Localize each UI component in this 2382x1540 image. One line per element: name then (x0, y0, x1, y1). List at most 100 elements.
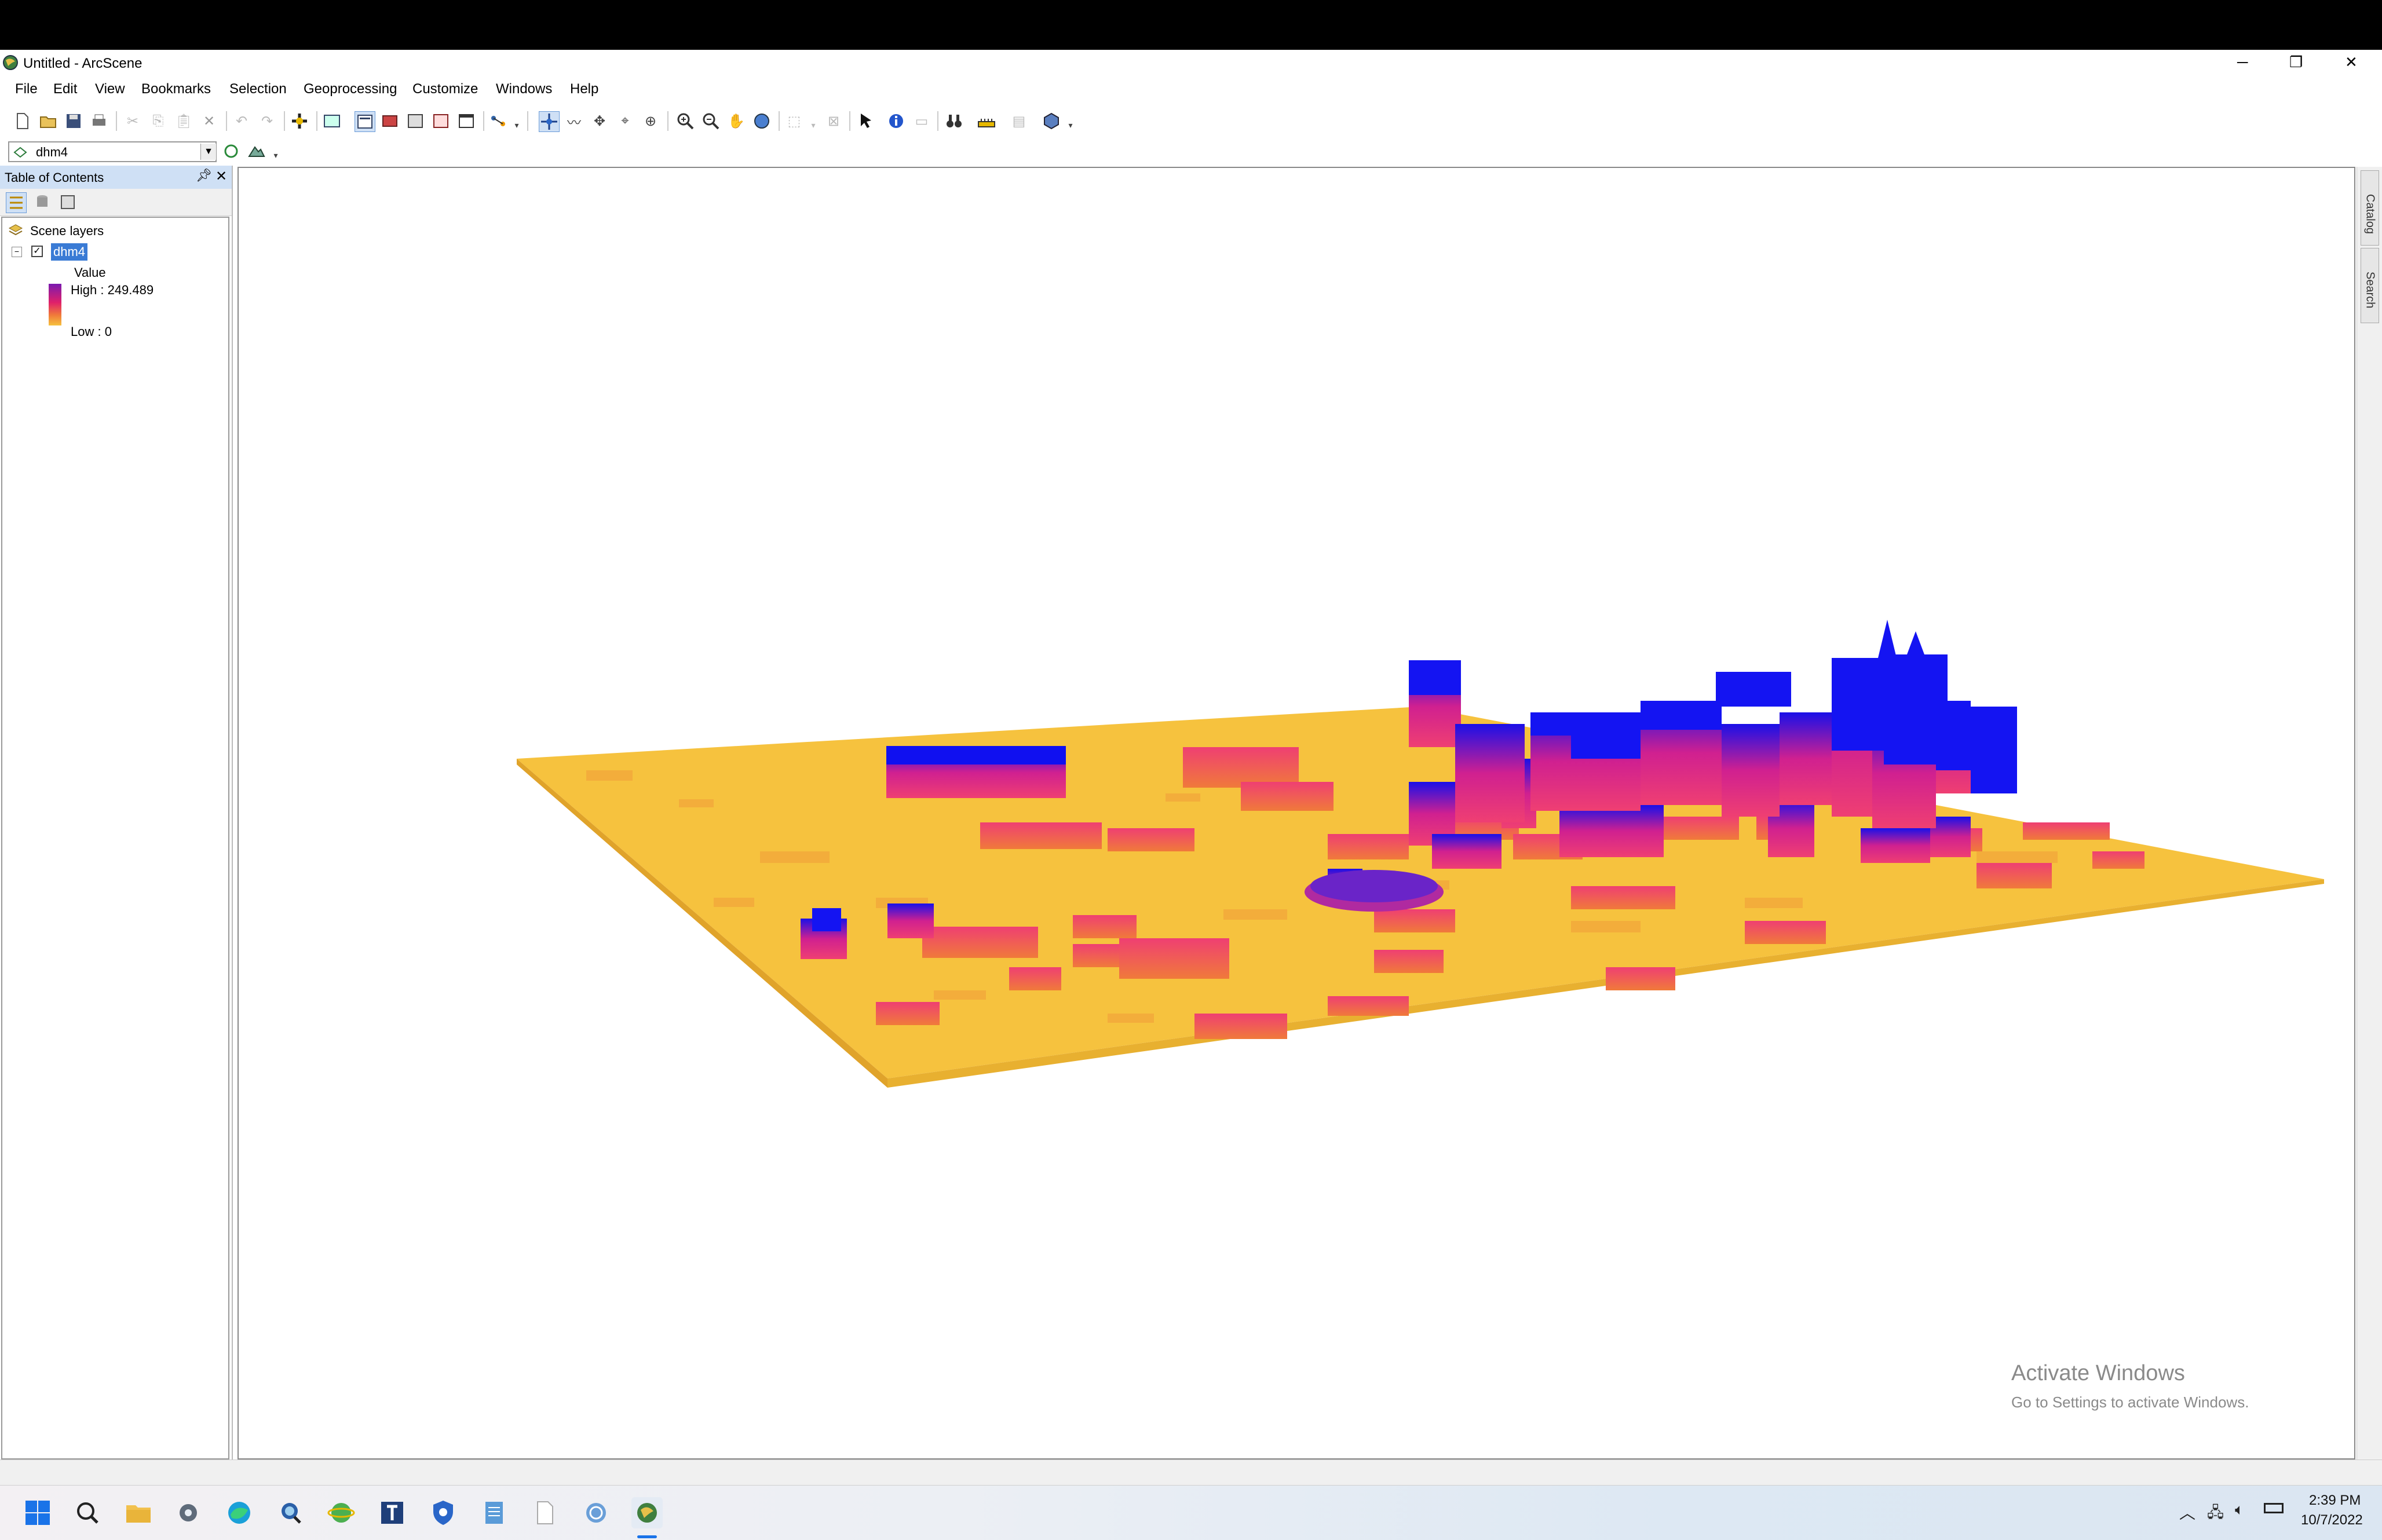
navigate-icon[interactable] (539, 111, 560, 132)
layer-face-culling-icon[interactable] (221, 141, 241, 161)
pan-icon[interactable]: ✋ (728, 113, 745, 129)
layer-icon (13, 145, 28, 160)
cut-icon[interactable]: ✂ (126, 113, 139, 129)
arcgis-search-icon[interactable] (275, 1497, 306, 1528)
layer-select-dropdown-icon[interactable]: ▼ (200, 144, 216, 160)
python-window-icon[interactable] (456, 111, 476, 131)
select-dropdown-icon[interactable]: ▾ (811, 120, 816, 130)
settings-icon[interactable] (173, 1497, 204, 1528)
menu-file[interactable]: File (15, 81, 38, 97)
activate-windows-subtitle: Go to Settings to activate Windows. (2011, 1393, 2249, 1411)
copy-icon[interactable]: ⎘ (152, 113, 164, 129)
toc-title: Table of Contents (5, 170, 104, 185)
list-by-drawing-order-icon[interactable] (6, 192, 27, 213)
animation-icon[interactable]: ▤ (1012, 113, 1026, 129)
toc-tree: Scene layers − ✓ dhm4 Value High : 249.4… (1, 217, 229, 1459)
model-builder-icon[interactable] (489, 111, 509, 131)
undo-icon[interactable]: ↶ (235, 113, 248, 129)
scene-view[interactable] (238, 167, 2355, 1459)
full-extent-icon[interactable] (752, 111, 772, 131)
catalog-window-icon[interactable] (405, 111, 425, 131)
menu-windows[interactable]: Windows (496, 81, 553, 97)
menu-edit[interactable]: Edit (53, 81, 78, 97)
delete-icon[interactable]: ✕ (203, 113, 215, 129)
layer-visibility-checkbox[interactable]: ✓ (31, 246, 43, 257)
center-on-target-icon[interactable]: ✥ (593, 113, 606, 129)
layer-name-dhm4[interactable]: dhm4 (51, 243, 88, 261)
layer-select-value: dhm4 (36, 145, 68, 159)
battery-icon[interactable] (2264, 1503, 2284, 1513)
zoom-out-icon[interactable] (701, 111, 721, 131)
effects-dropdown-icon[interactable]: ▾ (1068, 120, 1073, 130)
clock-date[interactable]: 10/7/2022 (2301, 1512, 2363, 1528)
html-popup-icon[interactable]: ▭ (915, 113, 929, 129)
set-observer-icon[interactable]: ⊕ (644, 113, 657, 129)
search-icon[interactable] (72, 1497, 103, 1528)
measure-icon[interactable] (977, 111, 996, 131)
globe-app-icon[interactable] (580, 1497, 612, 1528)
arcscene-icon[interactable] (631, 1497, 663, 1528)
scene-properties-icon[interactable] (322, 111, 342, 131)
add-data-icon[interactable] (290, 111, 309, 131)
list-by-visibility-icon[interactable] (58, 192, 78, 212)
arcglobe-icon[interactable] (326, 1497, 357, 1528)
find-binoculars-icon[interactable] (944, 111, 964, 131)
new-document-icon[interactable] (13, 111, 32, 131)
menu-help[interactable]: Help (570, 81, 599, 97)
menu-bookmarks[interactable]: Bookmarks (141, 81, 211, 97)
menu-customize[interactable]: Customize (412, 81, 478, 97)
toc-toolbar (0, 189, 232, 216)
zoom-to-target-icon[interactable]: ⌖ (621, 113, 629, 129)
title-bar[interactable]: Untitled - ArcScene ─ ❐ ✕ (0, 50, 2382, 76)
toc-toggle-icon[interactable] (355, 111, 375, 132)
toolbar-dropdown-icon[interactable]: ▾ (514, 120, 519, 130)
shield-app-icon[interactable] (428, 1497, 459, 1528)
open-folder-icon[interactable] (38, 111, 58, 131)
redo-icon[interactable]: ↷ (261, 113, 273, 129)
restore-button[interactable]: ❐ (2289, 53, 2303, 71)
clear-selection-icon[interactable]: ⊠ (827, 113, 840, 129)
activate-windows-title: Activate Windows (2011, 1361, 2185, 1385)
toc-close-icon[interactable]: ✕ (215, 169, 228, 184)
text-editor-icon[interactable] (377, 1497, 408, 1528)
arctoolbox-icon[interactable] (380, 111, 400, 131)
list-by-source-icon[interactable] (32, 192, 52, 212)
menu-selection[interactable]: Selection (229, 81, 287, 97)
clock-time[interactable]: 2:39 PM (2309, 1493, 2361, 1508)
3d-effects-icon[interactable] (1042, 111, 1061, 131)
paste-icon[interactable]: 📋︎ (174, 113, 193, 129)
file-explorer-icon[interactable] (123, 1497, 154, 1528)
layer-select-combo[interactable]: dhm4 ▼ (8, 141, 217, 162)
show-hidden-icons-icon[interactable]: ︿ (2179, 1504, 2196, 1522)
layer-effects-dropdown-icon[interactable]: ▾ (273, 150, 278, 160)
collapse-icon[interactable]: − (12, 247, 22, 257)
menu-view[interactable]: View (95, 81, 125, 97)
3d-effects-toolbar (0, 138, 2382, 166)
search-window-icon[interactable] (431, 111, 451, 131)
top-black-bar (0, 0, 2382, 50)
identify-icon[interactable] (886, 111, 906, 131)
menu-geoprocessing[interactable]: Geoprocessing (304, 81, 397, 97)
fly-icon[interactable]: 〰 (567, 115, 581, 131)
edge-icon[interactable] (224, 1497, 255, 1528)
close-button[interactable]: ✕ (2345, 53, 2358, 71)
zoom-in-icon[interactable] (675, 111, 695, 131)
save-icon[interactable] (64, 111, 83, 131)
minimize-button[interactable]: ─ (2237, 53, 2248, 71)
catalog-tab[interactable]: Catalog (2361, 170, 2379, 246)
notepad-icon[interactable] (478, 1497, 510, 1528)
blank-document-icon[interactable] (529, 1497, 561, 1528)
network-icon[interactable]: 🖧︎ (2207, 1504, 2224, 1521)
windows-start-icon[interactable] (22, 1497, 53, 1528)
window-title: Untitled - ArcScene (23, 56, 143, 71)
pin-icon[interactable]: 📌︎ (196, 168, 212, 182)
print-icon[interactable] (89, 111, 109, 131)
legend-title: Value (74, 265, 106, 280)
layer-shadow-icon[interactable] (247, 141, 266, 161)
volume-icon[interactable]: 🔈︎ (2235, 1501, 2244, 1518)
search-tab[interactable]: Search (2361, 248, 2379, 323)
select-elements-icon[interactable] (856, 111, 876, 131)
toc-header: Table of Contents 📌︎ ✕ (0, 166, 232, 189)
status-bar (0, 1459, 2382, 1486)
select-features-icon[interactable]: ⬚ (787, 113, 801, 129)
